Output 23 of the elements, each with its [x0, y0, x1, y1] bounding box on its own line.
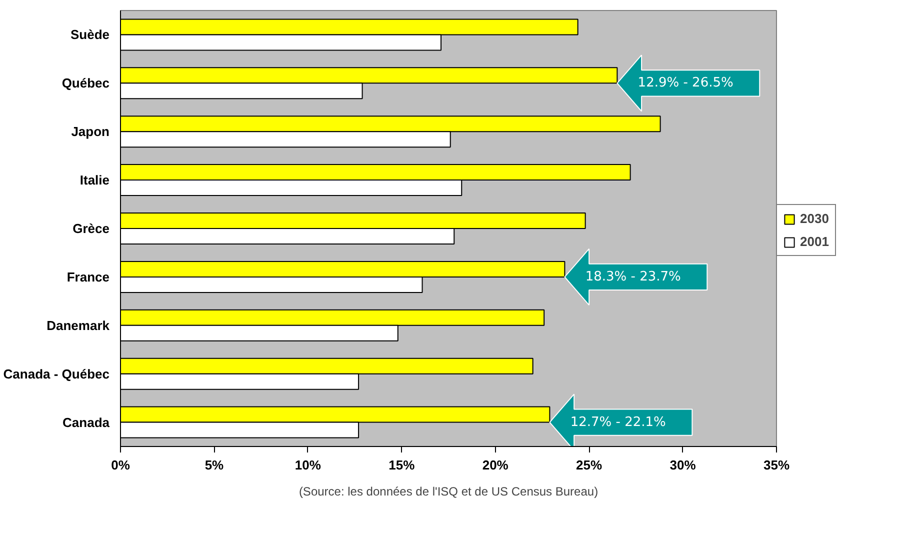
y-tick-label: Canada	[62, 414, 110, 430]
annotation: 18.3% - 23.7%	[585, 269, 681, 284]
x-tick-label: 0%	[111, 458, 130, 472]
text: (Source: les données de l'ISQ et de US Census Bureau)	[298, 484, 598, 498]
y-tick-label: Canada - Québec	[3, 366, 110, 382]
annotation: 12.9% - 26.5%	[638, 76, 734, 91]
y-tick-label: Suède	[70, 27, 110, 42]
x-tick-label: 35%	[763, 458, 790, 472]
y-tick-label: Italie	[80, 172, 110, 188]
y-tick-label: Grèce	[72, 221, 110, 236]
y-tick-label: Québec	[62, 76, 110, 91]
x-tick-label: 20%	[482, 458, 509, 472]
x-tick-label: 15%	[388, 458, 416, 472]
x-tick-label: 25%	[576, 458, 603, 472]
y-tick-label: Danemark	[46, 318, 110, 333]
y-tick-label: France	[66, 269, 110, 284]
x-tick-label: 30%	[670, 458, 696, 472]
y-tick-label: Japon	[71, 124, 110, 140]
x-tick-label: 10%	[294, 458, 322, 472]
legend-label: 2030	[800, 211, 829, 226]
annotation: 12.7% - 22.1%	[570, 414, 666, 430]
legend-label: 2001	[800, 234, 829, 249]
x-tick-label: 5%	[204, 458, 224, 472]
